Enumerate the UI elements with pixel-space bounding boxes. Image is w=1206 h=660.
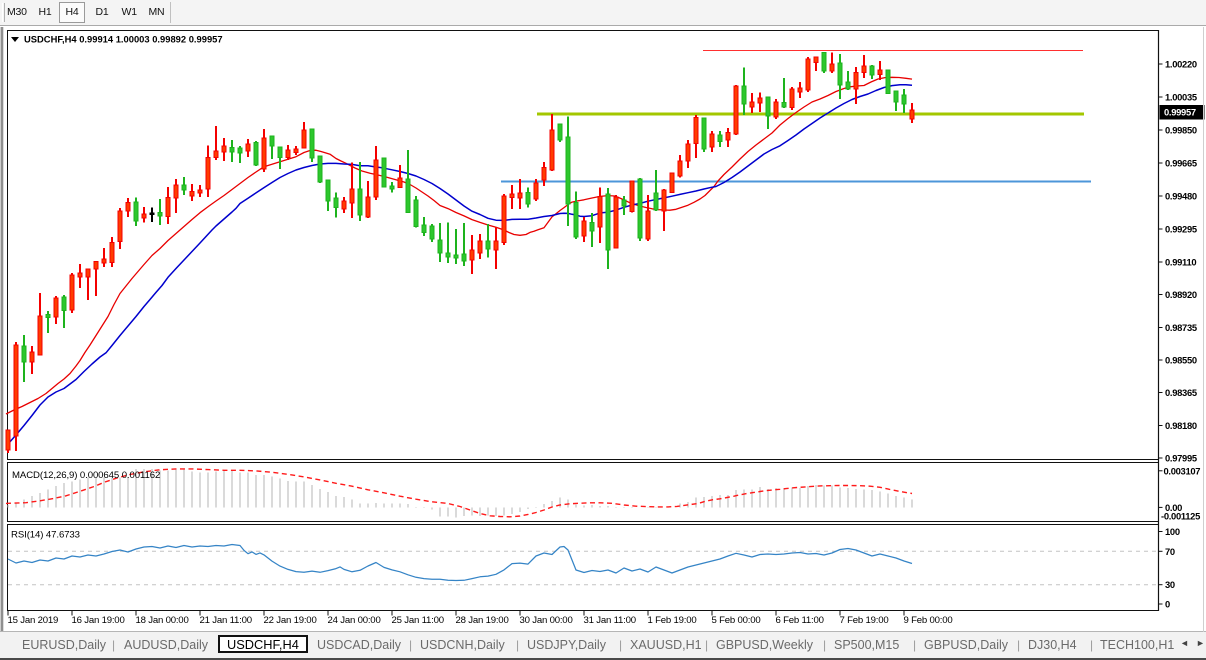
svg-text:0.99480: 0.99480	[1165, 191, 1197, 202]
svg-text:0.98550: 0.98550	[1165, 355, 1197, 366]
svg-text:21 Jan 11:00: 21 Jan 11:00	[200, 615, 252, 626]
svg-text:0.99957: 0.99957	[1164, 107, 1196, 118]
svg-text:30 Jan 00:00: 30 Jan 00:00	[520, 615, 573, 626]
svg-text:70: 70	[1165, 546, 1175, 557]
svg-text:5 Feb 00:00: 5 Feb 00:00	[712, 615, 761, 626]
svg-text:RSI(14) 47.6733: RSI(14) 47.6733	[11, 530, 80, 541]
svg-text:0.00: 0.00	[1165, 502, 1182, 513]
svg-text:0.003107: 0.003107	[1164, 465, 1201, 476]
svg-text:1 Feb 19:00: 1 Feb 19:00	[648, 615, 697, 626]
svg-text:28 Jan 19:00: 28 Jan 19:00	[456, 615, 509, 626]
svg-text:0.98920: 0.98920	[1165, 289, 1197, 300]
svg-text:0.98735: 0.98735	[1165, 322, 1197, 333]
svg-text:USDCHF,H4 0.99914 1.00003 0.9: USDCHF,H4 0.99914 1.00003 0.99892 0.9995…	[24, 33, 223, 44]
svg-text:-0.001125: -0.001125	[1161, 510, 1200, 521]
svg-text:1.00220: 1.00220	[1165, 59, 1197, 70]
svg-text:7 Feb 19:00: 7 Feb 19:00	[840, 615, 889, 626]
svg-text:MACD(12,26,9) 0.000645 0.00116: MACD(12,26,9) 0.000645 0.001162	[12, 470, 160, 481]
svg-text:0.99295: 0.99295	[1165, 224, 1197, 235]
svg-text:0.99850: 0.99850	[1165, 125, 1197, 136]
svg-text:0.99110: 0.99110	[1165, 257, 1196, 268]
svg-text:22 Jan 19:00: 22 Jan 19:00	[264, 615, 317, 626]
svg-text:15 Jan 2019: 15 Jan 2019	[8, 615, 59, 626]
svg-text:18 Jan 00:00: 18 Jan 00:00	[136, 615, 189, 626]
svg-text:0: 0	[1165, 599, 1170, 610]
svg-text:24 Jan 00:00: 24 Jan 00:00	[328, 615, 381, 626]
svg-text:0.98180: 0.98180	[1165, 420, 1197, 431]
svg-text:1.00035: 1.00035	[1165, 92, 1197, 103]
svg-text:0.97995: 0.97995	[1165, 453, 1197, 464]
svg-text:0.98365: 0.98365	[1165, 387, 1197, 398]
svg-text:16 Jan 19:00: 16 Jan 19:00	[72, 615, 125, 626]
svg-text:30: 30	[1165, 579, 1175, 590]
svg-text:31 Jan 11:00: 31 Jan 11:00	[584, 615, 636, 626]
svg-text:100: 100	[1165, 526, 1180, 537]
svg-text:9 Feb 00:00: 9 Feb 00:00	[904, 615, 953, 626]
svg-text:6 Feb 11:00: 6 Feb 11:00	[776, 615, 824, 626]
svg-text:0.99665: 0.99665	[1165, 158, 1197, 169]
svg-text:25 Jan 11:00: 25 Jan 11:00	[392, 615, 444, 626]
